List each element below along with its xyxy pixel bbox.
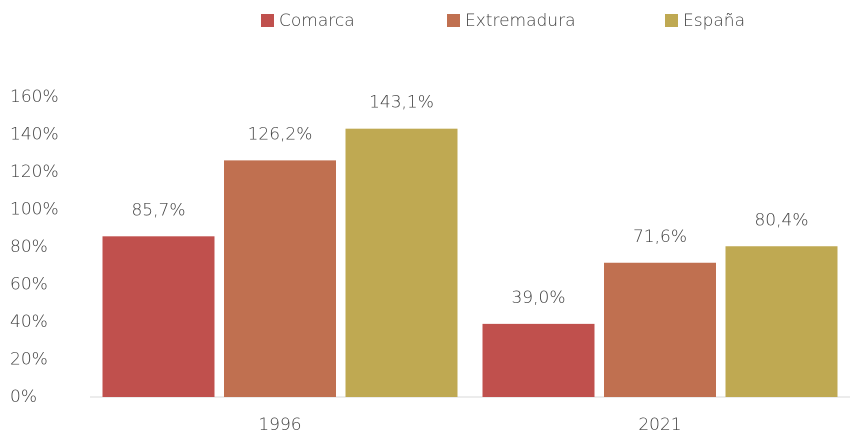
x-tick-label: 2021 [638, 415, 681, 435]
bar [102, 236, 215, 397]
bar [345, 128, 458, 397]
legend-swatch [447, 14, 460, 27]
value-label: 126,2% [248, 124, 313, 144]
y-tick-label: 20% [10, 350, 48, 370]
legend-swatch [261, 14, 274, 27]
value-label: 80,4% [754, 210, 808, 230]
y-tick-label: 100% [10, 200, 59, 220]
y-tick-label: 40% [10, 312, 48, 332]
value-label: 85,7% [131, 200, 185, 220]
bar [604, 262, 716, 397]
y-tick-label: 160% [10, 87, 59, 107]
y-tick-label: 120% [10, 162, 59, 182]
legend-label: Extremadura [465, 11, 576, 31]
y-tick-label: 140% [10, 125, 59, 145]
legend-swatch [665, 14, 678, 27]
value-label: 71,6% [633, 227, 687, 247]
x-tick-label: 1996 [258, 415, 301, 435]
bar [725, 246, 838, 397]
legend-label: España [683, 11, 745, 31]
legend-label: Comarca [279, 11, 355, 31]
bar [482, 323, 595, 397]
value-label: 143,1% [369, 93, 434, 113]
value-label: 39,0% [511, 288, 565, 308]
y-tick-label: 80% [10, 237, 48, 257]
y-tick-label: 60% [10, 275, 48, 295]
bar [224, 160, 336, 397]
y-tick-label: 0% [10, 387, 37, 407]
